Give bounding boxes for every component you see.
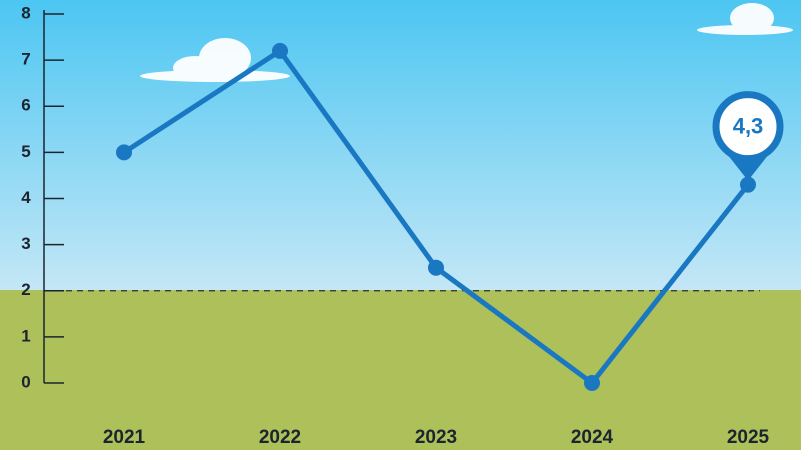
cloud (697, 3, 793, 35)
x-tick-label: 2023 (415, 427, 457, 448)
x-tick-label: 2025 (727, 427, 770, 448)
y-tick-label: 3 (21, 234, 30, 253)
point (584, 375, 600, 391)
point (116, 144, 132, 161)
x-tick-label: 2024 (571, 427, 614, 448)
y-tick-label: 5 (21, 142, 30, 161)
y-tick-label: 1 (21, 326, 30, 345)
cloud (140, 38, 290, 82)
point (272, 42, 288, 59)
y-tick-label: 8 (21, 3, 30, 22)
sky (0, 0, 801, 290)
point (428, 259, 444, 276)
x-tick-label: 2022 (259, 427, 301, 448)
y-tick-label: 2 (21, 280, 30, 299)
y-tick-label: 0 (21, 372, 30, 391)
value-label: 4,3 (733, 113, 764, 138)
point (740, 176, 756, 193)
grass (0, 290, 801, 450)
x-tick-label: 2021 (103, 427, 146, 448)
y-tick-label: 4 (21, 188, 31, 207)
label-bubble (712, 91, 784, 163)
y-tick-label: 7 (21, 50, 30, 69)
y-tick-label: 6 (21, 96, 30, 115)
